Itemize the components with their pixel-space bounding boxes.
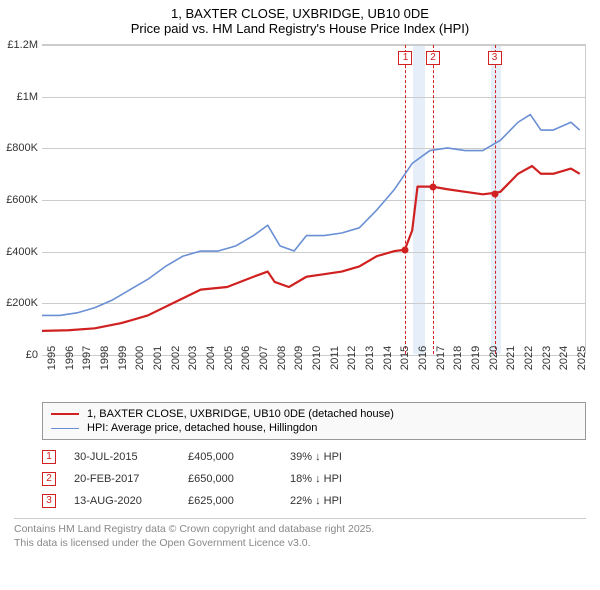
x-tick-label: 2021 [505, 346, 517, 370]
legend-swatch [51, 413, 79, 415]
x-tick-label: 1997 [81, 346, 93, 370]
x-tick-label: 2000 [134, 346, 146, 370]
y-tick-label: £200K [6, 297, 42, 309]
x-tick-label: 1996 [64, 346, 76, 370]
x-tick-label: 2020 [488, 346, 500, 370]
chart-title-block: 1, BAXTER CLOSE, UXBRIDGE, UB10 0DE Pric… [0, 0, 600, 38]
footer-line1: Contains HM Land Registry data © Crown c… [14, 523, 586, 537]
x-tick-label: 2004 [205, 346, 217, 370]
x-tick-label: 2006 [240, 346, 252, 370]
x-tick-label: 2019 [470, 346, 482, 370]
x-tick-label: 2003 [187, 346, 199, 370]
x-tick-label: 2015 [399, 346, 411, 370]
y-tick-label: £400K [6, 246, 42, 258]
transaction-row: 1 30-JUL-2015 £405,000 39% ↓ HPI [42, 446, 586, 468]
transaction-price: £405,000 [188, 451, 272, 463]
x-tick-label: 2024 [558, 346, 570, 370]
x-tick-label: 2014 [382, 346, 394, 370]
transaction-diff: 39% ↓ HPI [290, 451, 380, 463]
x-tick-label: 1995 [46, 346, 58, 370]
y-tick-label: £1.2M [7, 39, 42, 51]
y-tick-label: £1M [17, 91, 42, 103]
transaction-row: 2 20-FEB-2017 £650,000 18% ↓ HPI [42, 468, 586, 490]
x-tick-label: 2013 [364, 346, 376, 370]
x-tick-label: 2025 [576, 346, 588, 370]
legend-label: 1, BAXTER CLOSE, UXBRIDGE, UB10 0DE (det… [87, 408, 394, 420]
legend: 1, BAXTER CLOSE, UXBRIDGE, UB10 0DE (det… [42, 402, 586, 440]
y-tick-label: £0 [26, 349, 42, 361]
transaction-index: 3 [42, 494, 56, 508]
series-price_paid [42, 166, 580, 331]
transaction-index: 2 [42, 472, 56, 486]
transaction-index: 1 [42, 450, 56, 464]
x-tick-label: 2007 [258, 346, 270, 370]
transaction-table: 1 30-JUL-2015 £405,000 39% ↓ HPI 2 20-FEB-201… [42, 446, 586, 512]
x-tick-label: 2016 [417, 346, 429, 370]
legend-item: HPI: Average price, detached house, Hill… [51, 421, 577, 435]
x-tick-label: 2008 [276, 346, 288, 370]
x-tick-label: 2023 [541, 346, 553, 370]
x-tick-label: 2017 [435, 346, 447, 370]
x-tick-label: 2011 [329, 346, 341, 370]
x-tick-label: 2022 [523, 346, 535, 370]
transaction-date: 13-AUG-2020 [74, 495, 170, 507]
x-tick-label: 1998 [99, 346, 111, 370]
x-tick-label: 2009 [293, 346, 305, 370]
x-axis-labels: 1995199619971998199920002001200220032004… [42, 354, 586, 398]
transaction-diff: 22% ↓ HPI [290, 495, 380, 507]
transaction-price: £650,000 [188, 473, 272, 485]
x-tick-label: 2001 [152, 346, 164, 370]
legend-swatch [51, 428, 79, 429]
title-line2: Price paid vs. HM Land Registry's House … [10, 21, 590, 36]
chart-plot-area: £0£200K£400K£600K£800K£1M£1.2M123 [42, 44, 586, 354]
series-hpi [42, 115, 580, 316]
x-tick-label: 2005 [223, 346, 235, 370]
legend-label: HPI: Average price, detached house, Hill… [87, 422, 317, 434]
x-tick-label: 2018 [452, 346, 464, 370]
x-tick-label: 1999 [117, 346, 129, 370]
title-line1: 1, BAXTER CLOSE, UXBRIDGE, UB10 0DE [10, 6, 590, 21]
y-tick-label: £600K [6, 194, 42, 206]
x-tick-label: 2012 [346, 346, 358, 370]
footer-line2: This data is licensed under the Open Gov… [14, 537, 586, 551]
legend-item: 1, BAXTER CLOSE, UXBRIDGE, UB10 0DE (det… [51, 407, 577, 421]
transaction-row: 3 13-AUG-2020 £625,000 22% ↓ HPI [42, 490, 586, 512]
transaction-date: 30-JUL-2015 [74, 451, 170, 463]
transaction-diff: 18% ↓ HPI [290, 473, 380, 485]
footer-attribution: Contains HM Land Registry data © Crown c… [14, 518, 586, 550]
x-tick-label: 2002 [170, 346, 182, 370]
transaction-price: £625,000 [188, 495, 272, 507]
x-tick-label: 2010 [311, 346, 323, 370]
transaction-date: 20-FEB-2017 [74, 473, 170, 485]
y-tick-label: £800K [6, 142, 42, 154]
